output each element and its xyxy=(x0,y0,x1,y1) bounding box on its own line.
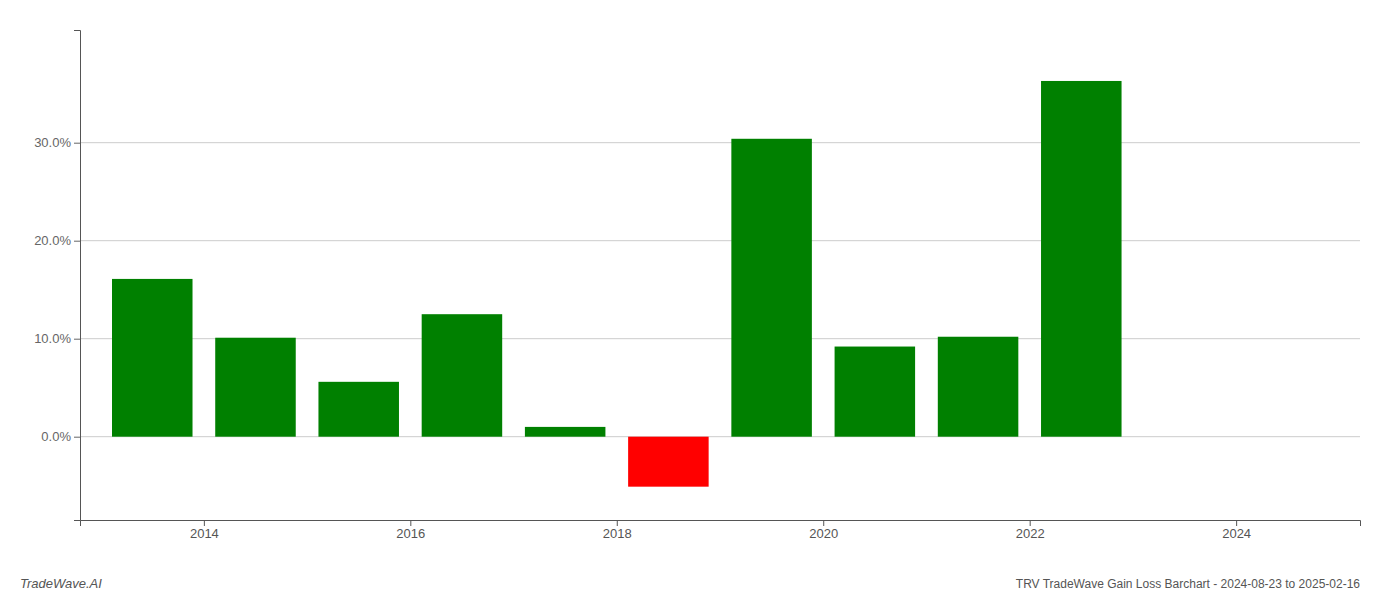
bar xyxy=(112,279,193,437)
x-tick-label: 2016 xyxy=(396,526,425,541)
grid xyxy=(80,143,1360,437)
y-tick: 0.0% xyxy=(41,429,80,444)
bars xyxy=(112,81,1122,487)
x-tick: 2020 xyxy=(809,520,838,541)
x-tick: 2016 xyxy=(396,520,425,541)
bar xyxy=(731,139,812,437)
x-tick-label: 2020 xyxy=(809,526,838,541)
x-axis-line xyxy=(81,521,1361,527)
bar xyxy=(525,427,606,437)
x-tick: 2024 xyxy=(1222,520,1251,541)
x-tick: 2014 xyxy=(190,520,219,541)
x-tick-label: 2018 xyxy=(603,526,632,541)
y-axis: 0.0% 10.0% 20.0% 30.0% xyxy=(34,31,80,521)
bar xyxy=(215,338,296,437)
x-tick-mark xyxy=(204,520,205,526)
x-tick-mark xyxy=(1236,520,1237,526)
chart-title: TRV TradeWave Gain Loss Barchart - 2024-… xyxy=(1016,577,1361,591)
y-tick-label: 0.0% xyxy=(41,429,71,444)
bar xyxy=(938,337,1019,437)
bar xyxy=(318,382,399,437)
y-tick-mark xyxy=(74,241,80,242)
y-tick-label: 10.0% xyxy=(34,331,71,346)
x-tick-mark xyxy=(410,520,411,526)
bar xyxy=(1144,436,1225,437)
y-axis-line xyxy=(74,31,81,521)
y-tick-mark xyxy=(74,339,80,340)
bar xyxy=(835,347,916,437)
x-tick-mark xyxy=(617,520,618,526)
x-tick-label: 2022 xyxy=(1016,526,1045,541)
y-tick: 30.0% xyxy=(34,135,80,150)
footer-annotation: TradeWave.AI xyxy=(20,576,102,591)
x-axis: 2014 2016 2018 2020 2022 2024 xyxy=(81,520,1361,541)
chart: 2014 2016 2018 2020 2022 2024 0.0% 10.0% 20.0% 30… xyxy=(0,0,1400,600)
bar xyxy=(628,437,709,487)
y-tick-label: 30.0% xyxy=(34,135,71,150)
y-tick-label: 20.0% xyxy=(34,233,71,248)
x-tick: 2022 xyxy=(1016,520,1045,541)
x-tick-label: 2014 xyxy=(190,526,219,541)
y-tick-mark xyxy=(74,437,80,438)
x-tick-label: 2024 xyxy=(1222,526,1251,541)
bar xyxy=(422,314,503,437)
x-tick-mark xyxy=(1030,520,1031,526)
x-tick-mark xyxy=(823,520,824,526)
grid-line xyxy=(80,142,1360,143)
y-tick-mark xyxy=(74,143,80,144)
grid-line xyxy=(80,240,1360,241)
bar xyxy=(1041,81,1122,437)
y-tick: 10.0% xyxy=(34,331,80,346)
y-tick: 20.0% xyxy=(34,233,80,248)
x-tick: 2018 xyxy=(603,520,632,541)
